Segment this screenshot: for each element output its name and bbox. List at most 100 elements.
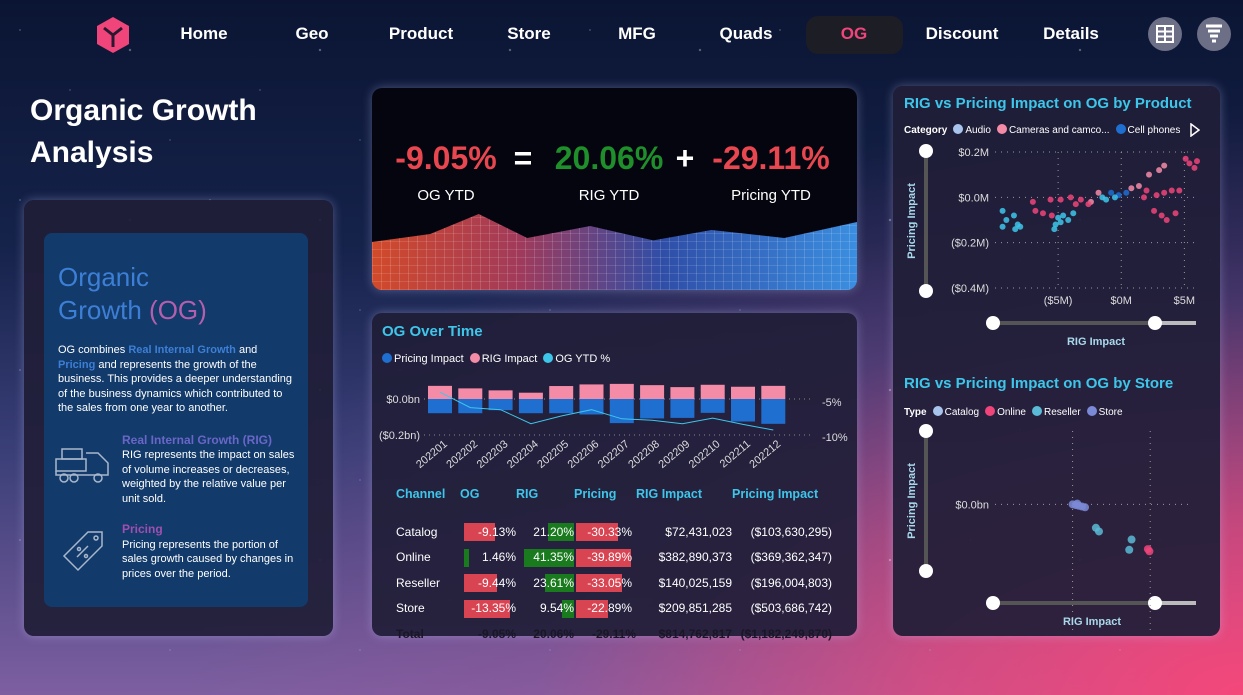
x-slider-handle-left — [986, 316, 1000, 330]
rig-bar — [488, 390, 513, 399]
cell-value: 21.20% — [533, 524, 574, 539]
legend-item[interactable]: Audio — [953, 124, 991, 136]
scatter-card: RIG vs Pricing Impact on OG by Product C… — [893, 86, 1220, 636]
data-point — [1085, 201, 1092, 208]
nav-mfg[interactable]: MFG — [618, 24, 656, 43]
data-point — [1052, 221, 1059, 228]
total-rig: 20.06% — [533, 626, 574, 641]
legend-next-icon[interactable] — [1190, 123, 1200, 137]
rig-bar — [518, 392, 543, 399]
x-tick-label: 202210 — [687, 438, 723, 471]
nav-product[interactable]: Product — [388, 24, 454, 43]
page-title-line1: Organic Growth — [30, 94, 257, 127]
total-pricing_impact: ($1,182,249,870) — [740, 626, 832, 641]
legend-item[interactable]: Cell phones — [1115, 124, 1180, 136]
store-legend: Type Catalog Online Reseller Store — [904, 406, 1123, 418]
data-point — [1125, 545, 1134, 554]
nav-og[interactable]: OG — [840, 24, 868, 43]
data-point — [1145, 547, 1154, 556]
grid-view-button[interactable] — [1148, 17, 1182, 51]
cell-value: -33.05% — [587, 575, 632, 590]
rig-bar — [700, 384, 725, 399]
info-heading: Organic Growth (OG) — [58, 262, 207, 325]
table-row[interactable]: Online 1.46% 41.35% -39.89% $382,890,373… — [396, 545, 832, 571]
nav-details[interactable]: Details — [1043, 24, 1099, 43]
data-point — [1168, 187, 1175, 194]
x-tick-label: $0M — [1111, 295, 1132, 307]
legend-title: Category — [904, 124, 948, 136]
product-scatter-chart: $0.2M $0.0M ($0.2M) ($0.4M) ($5M) $0M $5M RIG I… — [906, 144, 1200, 348]
data-point — [1057, 219, 1064, 226]
channel-cell: Reseller — [396, 575, 441, 590]
legend-og-ytd[interactable]: OG YTD % — [543, 353, 610, 365]
data-point — [1039, 210, 1046, 217]
data-point — [1070, 210, 1077, 217]
col-header[interactable]: Channel — [396, 487, 446, 501]
y-slider-handle-top — [919, 144, 933, 158]
y-slider-handle-bottom — [919, 284, 933, 298]
pricing-ytd-value: -29.11% — [712, 140, 830, 176]
nav-store[interactable]: Store — [507, 24, 551, 43]
data-point — [1123, 189, 1130, 196]
col-header[interactable]: Pricing — [574, 487, 617, 501]
kpi-card: -9.05% = 20.06% + -29.11% OG YTD RIG YTD… — [372, 88, 857, 290]
pricing-bar — [428, 399, 452, 414]
data-point — [1047, 196, 1054, 203]
nav-discount[interactable]: Discount — [925, 24, 999, 43]
nav-geo[interactable]: Geo — [295, 24, 329, 43]
product-scatter-title: RIG vs Pricing Impact on OG by Product — [904, 95, 1192, 112]
rig-section: Real Internal Growth (RIG) RIG represents… — [55, 433, 296, 507]
col-header[interactable]: Pricing Impact — [732, 487, 819, 501]
cell-value: 23.61% — [533, 575, 574, 590]
x-slider-handle-left — [986, 596, 1000, 610]
data-point — [1140, 194, 1147, 201]
legend-item[interactable]: Store — [1086, 406, 1123, 418]
x-tick-label: 202212 — [747, 438, 783, 471]
legend-item[interactable]: Reseller — [1031, 406, 1081, 418]
equals-sign: = — [513, 140, 533, 176]
legend-item[interactable]: Online — [985, 406, 1026, 418]
pricing-section: Pricing Pricing represents the portion of… — [58, 522, 296, 581]
legend-rig[interactable]: RIG Impact — [469, 353, 537, 365]
page-title-line2: Analysis — [30, 136, 154, 169]
x-tick-label: 202203 — [475, 438, 511, 471]
rig-cell: 23.61% — [516, 570, 574, 596]
pricing-impact-cell: ($196,004,803) — [750, 575, 832, 590]
data-point — [1128, 185, 1135, 192]
rig-cell: 9.54% — [516, 596, 574, 622]
rig-bar — [640, 385, 665, 399]
nav-quads[interactable]: Quads — [719, 24, 773, 43]
data-point — [1017, 223, 1024, 230]
pricing-bar — [640, 399, 665, 419]
cell-value: 41.35% — [533, 550, 574, 565]
y-tick-label: ($0.4M) — [951, 283, 989, 295]
data-point — [1060, 212, 1067, 219]
col-header[interactable]: RIG Impact — [636, 487, 702, 501]
data-point — [1151, 207, 1158, 214]
y-axis-label: Pricing Impact — [906, 183, 918, 259]
col-header[interactable]: OG — [460, 487, 480, 501]
pricing-bar — [731, 399, 755, 422]
data-point — [1051, 226, 1058, 233]
pricing-bar — [700, 399, 725, 413]
nav-home[interactable]: Home — [180, 24, 228, 43]
og-over-time-title: OG Over Time — [382, 323, 483, 340]
cell-value: -39.89% — [587, 550, 632, 565]
table-row[interactable]: Reseller -9.44% 23.61% -33.05% $140,025,… — [396, 570, 832, 596]
og-cell: -13.35% — [460, 596, 516, 622]
legend-item[interactable]: Cameras and camco... — [996, 124, 1110, 136]
y-slider-handle-bottom — [919, 564, 933, 578]
legend-pricing[interactable]: Pricing Impact — [382, 353, 464, 365]
col-header[interactable]: RIG — [516, 487, 539, 501]
table-row[interactable]: Catalog -9.13% 21.20% -30.33% $72,431,02… — [396, 519, 832, 545]
pricing-cell: -33.05% — [574, 570, 636, 596]
data-point — [1067, 194, 1074, 201]
data-point — [1108, 189, 1115, 196]
data-point — [1127, 535, 1136, 544]
truck-icon — [55, 447, 109, 483]
og-over-time-chart: $0.0bn($0.2bn)-5%-10%2022012022022022032… — [379, 383, 848, 471]
legend-item[interactable]: Catalog — [932, 406, 979, 418]
filter-button[interactable] — [1197, 17, 1231, 51]
x-slider-handle-right — [1148, 596, 1162, 610]
table-row[interactable]: Store -13.35% 9.54% -22.89% $209,851,285… — [396, 596, 832, 622]
